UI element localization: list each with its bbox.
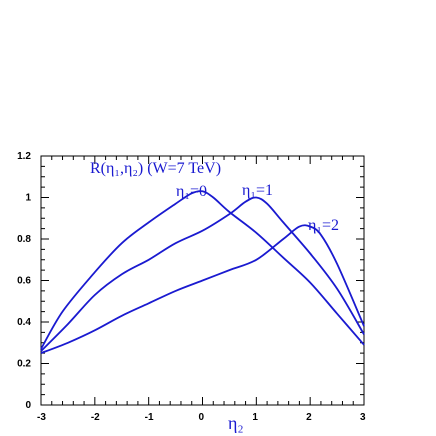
series-line-1 (40, 196, 365, 352)
x-tick-label: -1 (145, 412, 154, 423)
series-label-eta1-0: η₁=0 (176, 183, 207, 200)
y-tick-label: 0.4 (17, 317, 31, 328)
series-line-2 (40, 224, 365, 354)
labels: R(η₁,η₂) (W=7 TeV) η₂ η₁=0 η₁=1 η₁=2 (90, 160, 339, 433)
chart-title: R(η₁,η₂) (W=7 TeV) (90, 160, 221, 177)
x-axis-label: η₂ (228, 413, 244, 433)
y-tick-label: 0.2 (17, 359, 31, 370)
x-tick-label: 3 (360, 412, 366, 423)
y-tick-label: 0.6 (17, 276, 31, 287)
x-tick-label: -3 (37, 412, 46, 423)
y-tick-label: 1 (25, 193, 31, 204)
series-label-eta1-2: η₁=2 (308, 217, 339, 234)
series-line-0 (40, 190, 365, 350)
curves (40, 190, 365, 354)
x-tick-label: 0 (199, 412, 205, 423)
y-tick-label: 0.8 (17, 234, 31, 245)
y-tick-label: 1.2 (17, 151, 31, 162)
x-tick-label: -2 (91, 412, 100, 423)
axes: -3 -2 -1 0 1 2 3 0 0.2 0.4 0.6 0.8 1 1.2 (17, 151, 366, 423)
series-label-eta1-1: η₁=1 (242, 182, 273, 199)
y-tick-label: 0 (25, 400, 31, 411)
x-tick-label: 2 (306, 412, 312, 423)
x-tick-label: 1 (252, 412, 258, 423)
